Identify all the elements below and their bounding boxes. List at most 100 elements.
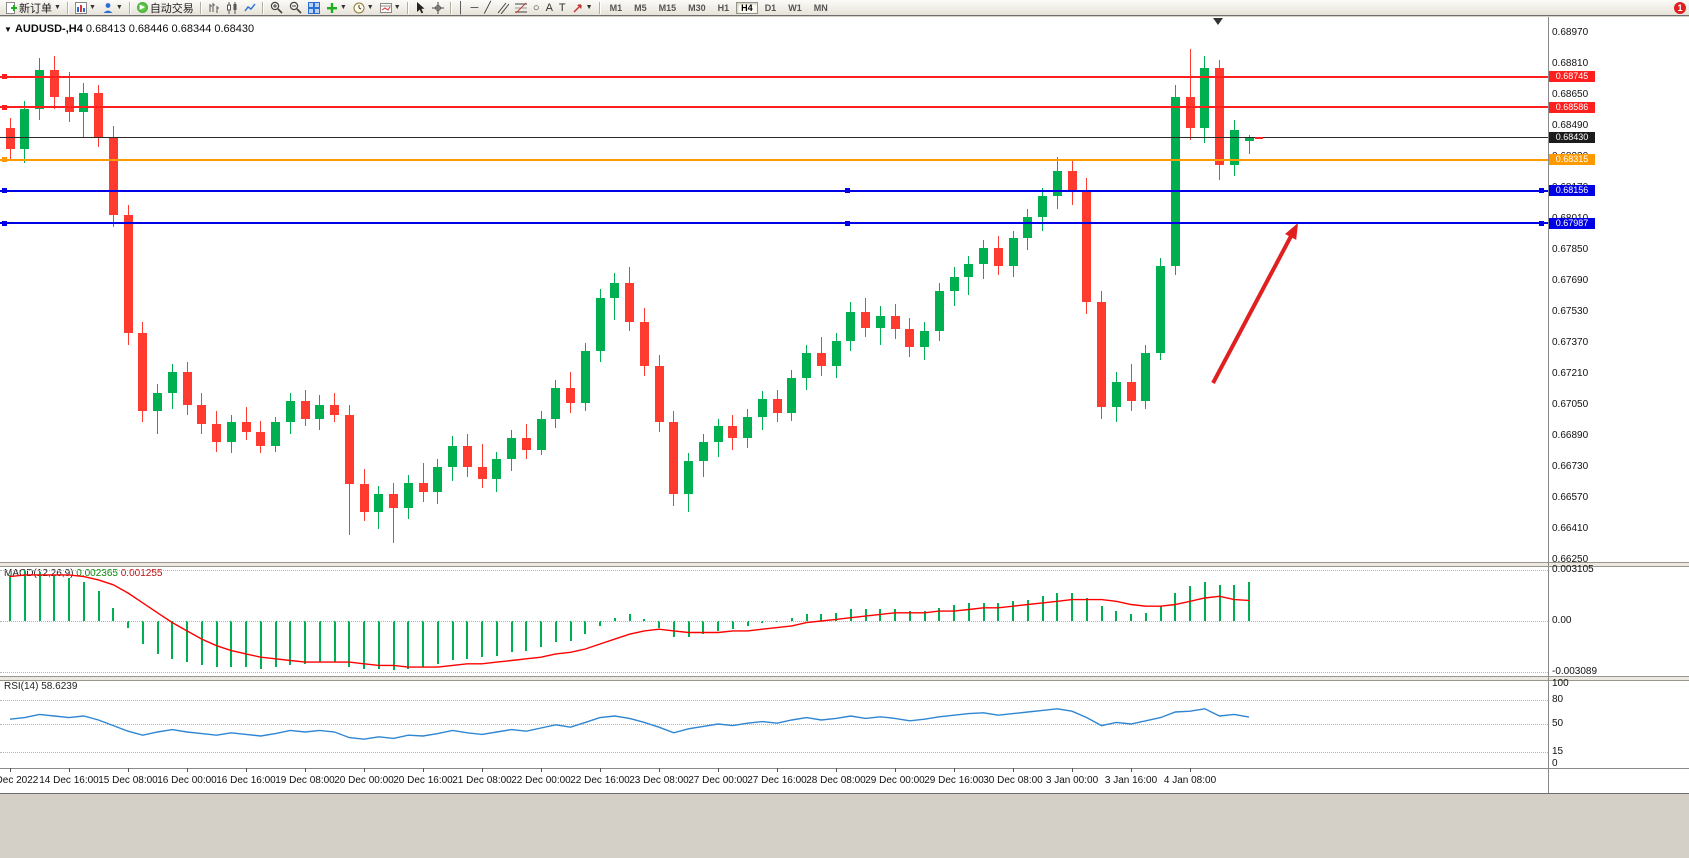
timeframe-m15-button[interactable]: M15 xyxy=(658,2,677,13)
pane-splitter-macd[interactable] xyxy=(0,562,1689,567)
tile-windows-button[interactable] xyxy=(305,1,323,15)
price-axis-label: 0.66410 xyxy=(1552,523,1589,534)
macd-axis-label: 0.003105 xyxy=(1552,563,1594,575)
time-axis-label: 30 Dec 08:00 xyxy=(983,775,1043,786)
price-axis-label: 0.66570 xyxy=(1552,492,1589,503)
new-order-button[interactable]: 新订单 ▼ xyxy=(3,1,64,15)
macd-histogram-bar xyxy=(259,621,262,669)
macd-histogram-bar xyxy=(141,621,144,645)
macd-histogram-bar xyxy=(717,621,719,631)
price-level-tag[interactable]: 0.68156 xyxy=(1549,185,1595,197)
zoom-out-button[interactable] xyxy=(286,1,305,15)
auto-trading-label: 自动交易 xyxy=(149,2,194,15)
profiles-button[interactable]: ▼ xyxy=(99,1,126,15)
timeframe-d1-button[interactable]: D1 xyxy=(764,2,777,13)
time-axis-label: 27 Dec 16:00 xyxy=(747,775,807,786)
time-axis-label: 22 Dec 16:00 xyxy=(570,775,630,786)
timeframe-m1-button[interactable]: M1 xyxy=(609,2,623,13)
arrows-tool-button[interactable]: ▼ xyxy=(569,1,596,15)
chart-area[interactable]: ▼ AUDUSD-,H4 0.68413 0.68446 0.68344 0.6… xyxy=(0,17,1689,794)
line-chart-type-button[interactable] xyxy=(241,1,259,15)
ellipse-tool-button[interactable]: ○ xyxy=(530,1,543,15)
templates-button[interactable]: ▼ xyxy=(377,1,404,15)
macd-histogram-bar xyxy=(436,621,439,664)
macd-histogram-bar xyxy=(23,569,26,621)
candle-body xyxy=(934,290,944,332)
candle-body xyxy=(256,432,266,446)
vertical-line-tool-button[interactable]: │ xyxy=(455,1,468,15)
price-level-line[interactable] xyxy=(0,75,1548,78)
line-handle[interactable] xyxy=(2,157,7,163)
rsi-axis-label: 100 xyxy=(1552,678,1569,689)
auto-trading-button[interactable]: ▶ 自动交易 xyxy=(134,1,197,15)
candle-body xyxy=(197,405,207,425)
cursor-button[interactable] xyxy=(412,1,429,15)
price-level-line[interactable] xyxy=(0,158,1548,161)
channel-tool-button[interactable] xyxy=(494,1,512,15)
price-level-tag[interactable]: 0.68586 xyxy=(1549,101,1595,113)
text-label-tool-button[interactable]: T xyxy=(556,1,569,15)
candle-body xyxy=(433,467,443,493)
annotation-arrow-shaft[interactable] xyxy=(1211,229,1297,384)
bar-chart-type-button[interactable] xyxy=(205,1,223,15)
price-level-tag[interactable]: 0.68315 xyxy=(1549,154,1595,166)
price-level-line[interactable] xyxy=(0,222,1548,225)
candle-body xyxy=(212,424,221,442)
rsi-header: RSI(14) 58.6239 xyxy=(4,681,77,692)
line-handle[interactable] xyxy=(2,74,7,80)
chevron-down-icon: ▼ xyxy=(54,3,61,11)
timeframe-m30-button[interactable]: M30 xyxy=(688,2,706,13)
horizontal-line-tool-button[interactable]: ─ xyxy=(468,1,482,15)
line-handle[interactable] xyxy=(845,188,850,194)
crosshair-button[interactable] xyxy=(429,1,447,15)
candle-body xyxy=(1170,96,1180,266)
price-level-line[interactable] xyxy=(0,106,1548,109)
line-handle[interactable] xyxy=(1539,188,1544,194)
timeframe-mn-button[interactable]: MN xyxy=(813,2,828,13)
time-axis-tick xyxy=(69,768,70,772)
candle-body xyxy=(905,329,915,347)
candle-body xyxy=(153,393,162,411)
profile-person-icon xyxy=(102,2,114,14)
price-level-tag[interactable]: 0.67987 xyxy=(1549,217,1595,229)
price-level-line[interactable] xyxy=(0,189,1548,192)
separator xyxy=(406,1,409,14)
line-handle[interactable] xyxy=(2,188,7,194)
macd-histogram-bar xyxy=(245,621,247,668)
price-level-tag[interactable]: 0.68745 xyxy=(1549,71,1595,83)
pane-splitter-rsi[interactable] xyxy=(0,676,1689,681)
timeframe-h4-button[interactable]: H4 xyxy=(736,1,758,14)
macd-histogram-bar xyxy=(982,602,985,621)
candle-body xyxy=(964,263,974,278)
timeframe-h1-button[interactable]: H1 xyxy=(717,2,730,13)
ohlc-close: 0.68430 xyxy=(214,23,255,35)
indicators-button[interactable]: ▼ xyxy=(323,1,350,15)
timeframe-m5-button[interactable]: M5 xyxy=(634,2,647,13)
line-handle[interactable] xyxy=(1539,220,1544,226)
fibonacci-tool-button[interactable] xyxy=(512,1,530,15)
timeframe-w1-button[interactable]: W1 xyxy=(788,2,802,13)
zoom-in-button[interactable] xyxy=(267,1,286,15)
chart-shift-marker[interactable] xyxy=(1213,18,1223,25)
line-handle[interactable] xyxy=(845,220,850,226)
period-clock-button[interactable]: ▼ xyxy=(350,1,377,15)
line-handle[interactable] xyxy=(2,104,7,110)
candle-body xyxy=(521,437,531,450)
new-chart-button[interactable]: ▼ xyxy=(72,1,99,15)
time-axis-tick xyxy=(305,768,306,772)
macd-histogram-bar xyxy=(215,621,218,668)
separator xyxy=(66,1,69,14)
line-handle[interactable] xyxy=(2,220,7,226)
text-tool-button[interactable]: A xyxy=(543,1,556,15)
arrow-tool-icon xyxy=(573,3,582,12)
rsi-axis-label: 80 xyxy=(1552,694,1564,705)
price-axis-label: 0.67210 xyxy=(1552,368,1589,379)
macd-histogram-bar xyxy=(407,621,410,669)
trendline-tool-button[interactable]: ╱ xyxy=(481,1,494,15)
notification-badge[interactable]: 1 xyxy=(1674,2,1686,14)
chevron-down-icon: ▼ xyxy=(88,3,96,11)
time-axis-label: 15 Dec 08:00 xyxy=(98,775,158,786)
one-click-collapse-icon[interactable]: ▼ xyxy=(4,25,12,34)
candlestick-chart-type-button[interactable] xyxy=(223,1,241,15)
annotation-arrow-head[interactable] xyxy=(1285,223,1298,240)
